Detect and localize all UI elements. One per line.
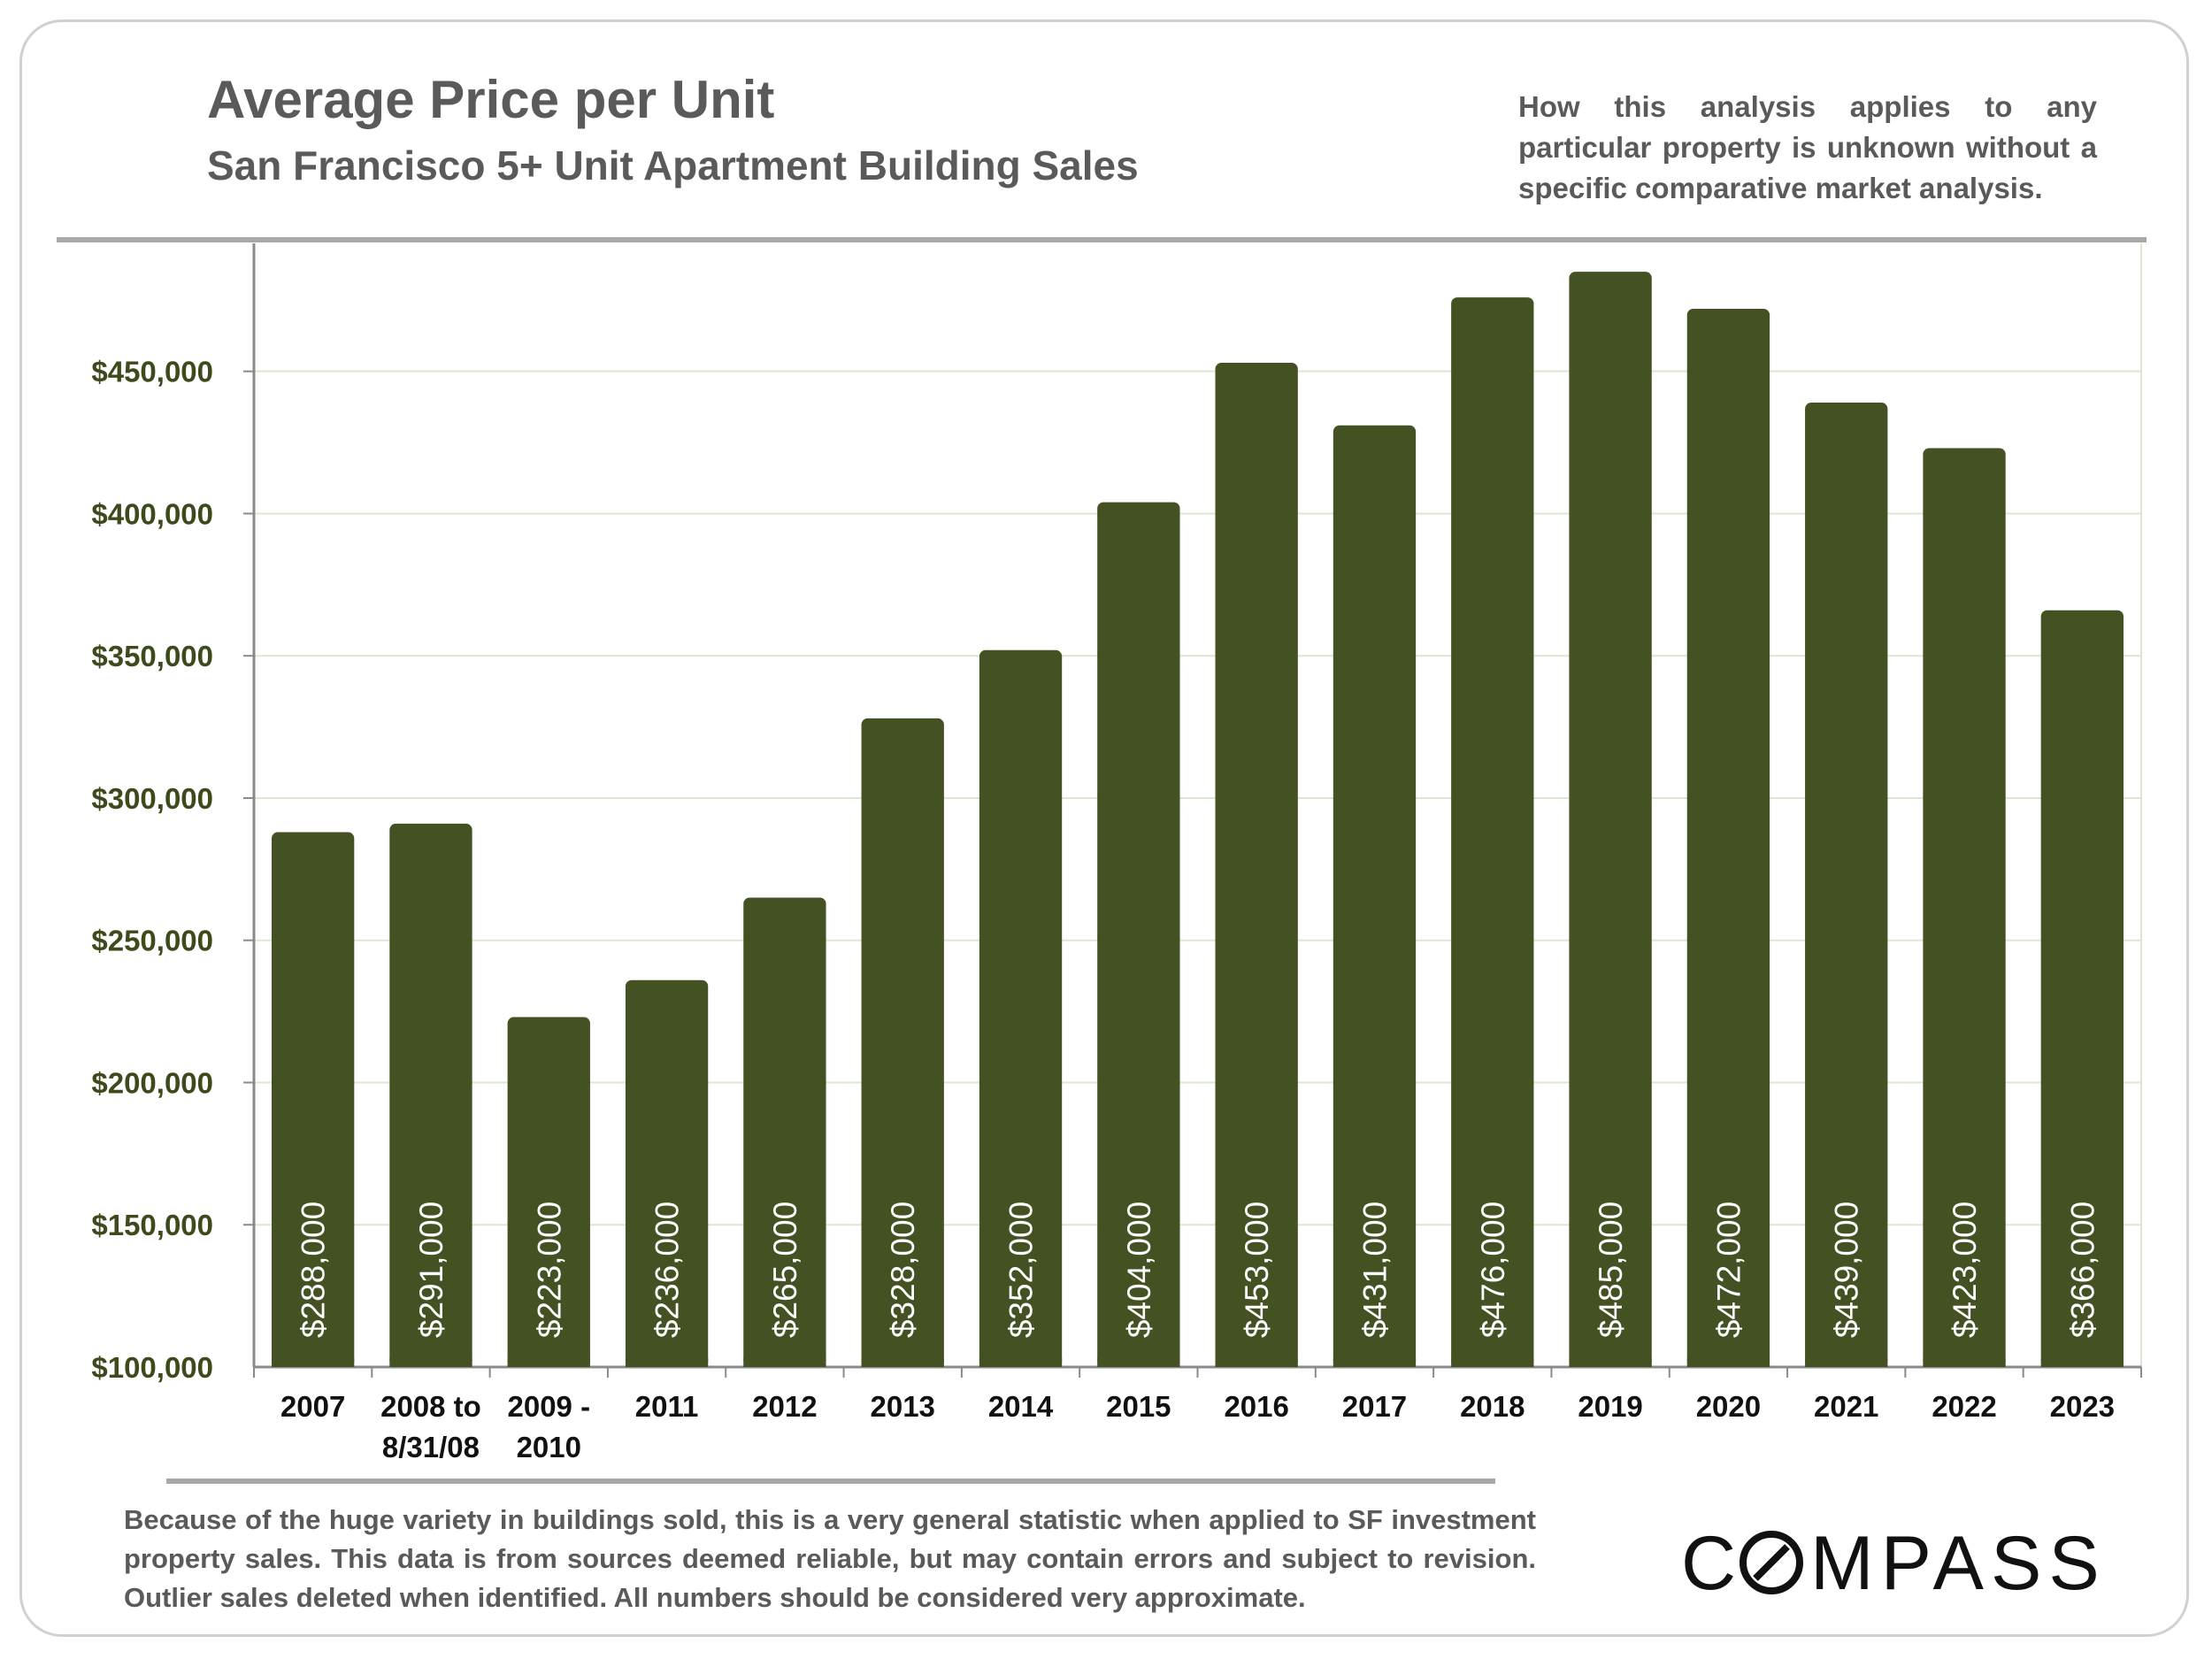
bar-base bbox=[1805, 1358, 1888, 1367]
svg-text:C: C bbox=[1681, 1521, 1743, 1606]
bar-base bbox=[1923, 1358, 2006, 1367]
bar-base bbox=[1097, 1358, 1180, 1367]
x-tick-label: 2022 bbox=[1932, 1390, 1996, 1423]
y-tick-label: $200,000 bbox=[91, 1066, 213, 1099]
data-label: $223,000 bbox=[531, 1202, 567, 1338]
bar bbox=[625, 979, 709, 1367]
data-label: $236,000 bbox=[649, 1202, 686, 1338]
data-label: $265,000 bbox=[767, 1202, 803, 1338]
y-tick-label: $100,000 bbox=[91, 1351, 213, 1384]
data-label: $439,000 bbox=[1829, 1202, 1865, 1338]
x-tick-label: 2023 bbox=[2050, 1390, 2115, 1423]
x-tick-label: 2014 bbox=[988, 1390, 1054, 1423]
x-tick-label: 8/31/08 bbox=[382, 1431, 480, 1463]
data-label: $472,000 bbox=[1710, 1202, 1747, 1338]
bar bbox=[743, 897, 826, 1367]
bar bbox=[1686, 308, 1770, 1368]
bar-chart: $100,000 $150,000 $200,000 $250,000 $300,000… bbox=[91, 243, 2142, 1463]
footer-divider bbox=[166, 1479, 1495, 1484]
compass-logo: C MPASS bbox=[1681, 1521, 2102, 1606]
compass-o-icon bbox=[1740, 1531, 1803, 1594]
x-tick-label: 2021 bbox=[1814, 1390, 1878, 1423]
bar bbox=[271, 832, 355, 1367]
bar bbox=[1215, 363, 1298, 1367]
data-label: $431,000 bbox=[1356, 1202, 1393, 1338]
y-tick-label: $350,000 bbox=[91, 640, 213, 672]
data-label: $423,000 bbox=[1947, 1202, 1983, 1338]
bar-base bbox=[1215, 1358, 1298, 1367]
chart-title: Average Price per Unit bbox=[207, 70, 775, 129]
bar-base bbox=[625, 1358, 709, 1367]
header-divider bbox=[57, 237, 2147, 242]
data-label: $476,000 bbox=[1475, 1202, 1511, 1338]
bar-base bbox=[743, 1358, 826, 1367]
svg-text:MPASS: MPASS bbox=[1810, 1521, 2102, 1606]
data-label: $291,000 bbox=[413, 1202, 449, 1338]
bar bbox=[979, 649, 1063, 1367]
y-tick-label: $250,000 bbox=[91, 925, 213, 957]
data-label: $352,000 bbox=[1003, 1202, 1040, 1338]
x-tick-label: 2009 - bbox=[507, 1390, 590, 1423]
x-tick-label: 2011 bbox=[635, 1390, 699, 1423]
y-tick-label: $150,000 bbox=[91, 1209, 213, 1241]
x-tick-label: 2017 bbox=[1342, 1390, 1407, 1423]
x-tick-label: 2020 bbox=[1696, 1390, 1761, 1423]
y-tick-label: $300,000 bbox=[91, 782, 213, 815]
bar bbox=[1451, 297, 1534, 1367]
bar-base bbox=[861, 1358, 944, 1367]
bar bbox=[1805, 403, 1888, 1367]
data-label: $288,000 bbox=[296, 1202, 332, 1338]
bar bbox=[389, 823, 472, 1367]
data-label: $404,000 bbox=[1121, 1202, 1157, 1338]
x-tick-label: 2010 bbox=[517, 1431, 581, 1463]
y-tick-label: $450,000 bbox=[91, 356, 213, 388]
x-tick-label: 2008 to bbox=[380, 1390, 481, 1423]
chart-subtitle: San Francisco 5+ Unit Apartment Building… bbox=[207, 142, 1139, 188]
bar-base bbox=[1333, 1358, 1417, 1367]
x-tick-label: 2015 bbox=[1106, 1390, 1171, 1423]
data-label: $453,000 bbox=[1239, 1202, 1275, 1338]
x-tick-label: 2016 bbox=[1224, 1390, 1288, 1423]
bar bbox=[1923, 448, 2006, 1368]
x-tick-label: 2007 bbox=[280, 1390, 345, 1423]
bar-base bbox=[271, 1358, 355, 1367]
bar-base bbox=[2040, 1358, 2124, 1367]
bar bbox=[1333, 425, 1417, 1367]
footer-note: Because of the huge variety in buildings… bbox=[124, 1504, 1536, 1613]
bar bbox=[1569, 272, 1652, 1368]
x-tick-label: 2013 bbox=[871, 1390, 935, 1423]
data-label: $366,000 bbox=[2064, 1202, 2101, 1338]
y-tick-label: $400,000 bbox=[91, 497, 213, 530]
bar-base bbox=[1451, 1358, 1534, 1367]
data-label: $485,000 bbox=[1593, 1202, 1629, 1338]
x-tick-label: 2019 bbox=[1578, 1390, 1642, 1423]
bar-base bbox=[389, 1358, 472, 1367]
bar bbox=[2040, 610, 2124, 1367]
data-label: $328,000 bbox=[885, 1202, 921, 1338]
disclaimer-text: How this analysis applies to any particu… bbox=[1518, 90, 2097, 204]
bar bbox=[1097, 502, 1180, 1367]
bar bbox=[861, 718, 944, 1367]
bar-base bbox=[1686, 1358, 1770, 1367]
x-tick-label: 2018 bbox=[1460, 1390, 1525, 1423]
bar-base bbox=[507, 1358, 590, 1367]
bar-base bbox=[979, 1358, 1063, 1367]
x-tick-label: 2012 bbox=[752, 1390, 817, 1423]
bar-base bbox=[1569, 1358, 1652, 1367]
bar bbox=[507, 1017, 590, 1367]
